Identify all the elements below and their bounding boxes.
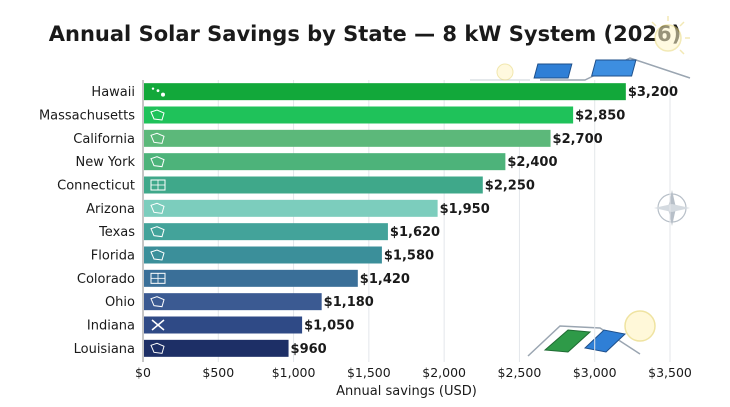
islands-icon bbox=[151, 87, 165, 97]
category-label: Louisiana bbox=[74, 342, 135, 357]
sun-icon bbox=[651, 16, 690, 55]
value-label: $1,580 bbox=[384, 249, 434, 264]
tools-icon bbox=[151, 319, 165, 331]
bar bbox=[144, 153, 506, 171]
state-outline-icon bbox=[150, 342, 165, 354]
category-label: Indiana bbox=[87, 319, 135, 334]
value-label: $1,050 bbox=[304, 319, 354, 334]
bar bbox=[144, 129, 551, 147]
x-tick-label: $2,500 bbox=[498, 365, 542, 380]
value-label: $2,250 bbox=[485, 179, 535, 194]
bar bbox=[144, 83, 626, 101]
value-label: $1,420 bbox=[360, 272, 410, 287]
compass-icon bbox=[654, 190, 690, 226]
category-label: Arizona bbox=[86, 202, 135, 217]
value-label: $2,850 bbox=[575, 109, 625, 124]
state-outline-icon bbox=[150, 109, 165, 121]
bar bbox=[144, 316, 303, 334]
value-label: $2,700 bbox=[553, 132, 603, 147]
state-outline-icon bbox=[150, 249, 165, 261]
bar bbox=[144, 269, 358, 287]
category-label: Hawaii bbox=[91, 85, 135, 100]
x-tick-label: $1,500 bbox=[347, 365, 391, 380]
solar-roof-icon bbox=[527, 310, 656, 357]
category-label: Florida bbox=[91, 249, 135, 264]
category-label: California bbox=[73, 132, 135, 147]
solar-panel-icon bbox=[150, 272, 166, 284]
x-tick-label: $500 bbox=[202, 365, 234, 380]
bar bbox=[144, 293, 322, 311]
bar bbox=[144, 199, 438, 217]
category-label: Colorado bbox=[77, 272, 135, 287]
state-outline-icon bbox=[150, 132, 165, 144]
state-outline-icon bbox=[150, 296, 165, 308]
value-label: $2,400 bbox=[507, 155, 557, 170]
x-axis-label: Annual savings (USD) bbox=[336, 384, 477, 399]
category-label: Connecticut bbox=[57, 179, 135, 194]
x-tick-label: $3,500 bbox=[648, 365, 692, 380]
state-outline-icon bbox=[150, 202, 165, 214]
bar bbox=[144, 176, 483, 194]
bar bbox=[144, 223, 388, 241]
value-label: $3,200 bbox=[628, 85, 678, 100]
x-tick-label: $3,000 bbox=[573, 365, 617, 380]
bar bbox=[144, 106, 574, 124]
chart-title: Annual Solar Savings by State — 8 kW Sys… bbox=[48, 22, 682, 46]
category-label: Texas bbox=[98, 225, 135, 240]
value-label: $960 bbox=[291, 342, 327, 357]
x-tick-label: $1,000 bbox=[272, 365, 316, 380]
x-tick-label: $0 bbox=[135, 365, 151, 380]
value-label: $1,180 bbox=[324, 295, 374, 310]
category-label: Massachusetts bbox=[39, 109, 135, 124]
state-outline-icon bbox=[150, 156, 165, 168]
x-tick-label: $2,000 bbox=[422, 365, 466, 380]
category-label: New York bbox=[75, 155, 135, 170]
solar-roof-icon bbox=[470, 57, 691, 81]
category-label: Ohio bbox=[105, 295, 135, 310]
state-outline-icon bbox=[150, 226, 165, 238]
solar-panel-icon bbox=[150, 179, 166, 191]
value-label: $1,950 bbox=[440, 202, 490, 217]
value-label: $1,620 bbox=[390, 225, 440, 240]
bar bbox=[144, 339, 289, 357]
bar bbox=[144, 246, 382, 264]
